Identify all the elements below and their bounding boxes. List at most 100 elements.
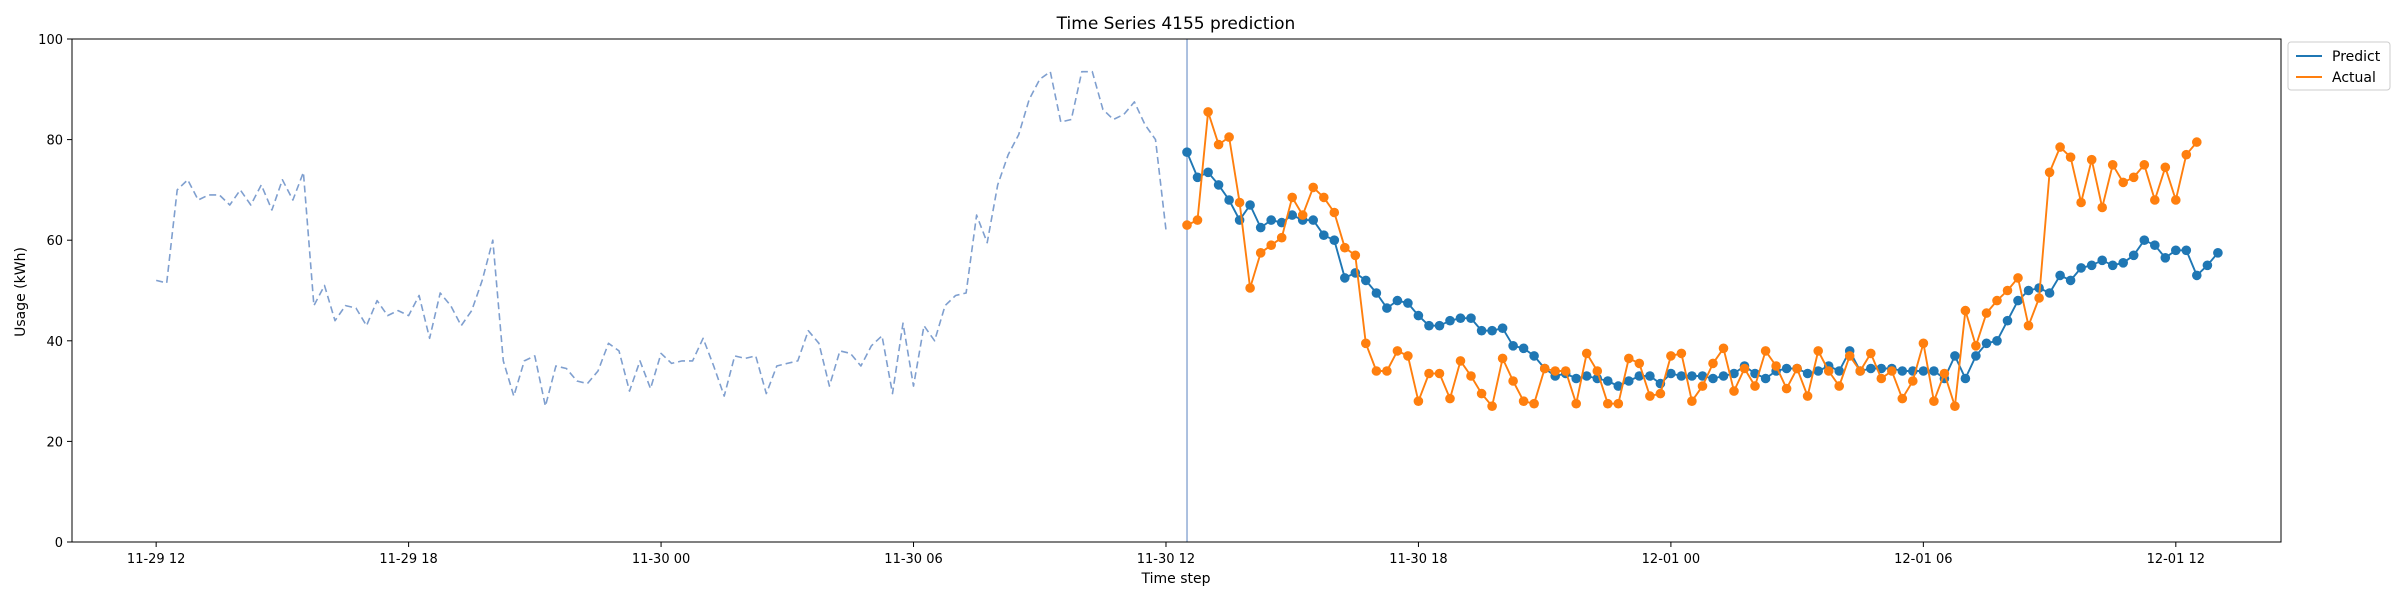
actual-point <box>1571 398 1581 409</box>
actual-point <box>2086 154 2097 165</box>
actual-point <box>2002 285 2013 296</box>
actual-line <box>1186 110 2198 408</box>
predict-point <box>1445 315 1455 326</box>
predict-point <box>2044 288 2055 298</box>
predict-point <box>1266 215 1276 225</box>
x-tick-label: 12-01 12 <box>2147 552 2205 567</box>
actual-point <box>1255 248 1266 258</box>
actual-point <box>1939 368 1950 379</box>
actual-point <box>1750 381 1760 391</box>
predict-point <box>1487 325 1497 336</box>
predict-point <box>1434 320 1445 331</box>
predict-point <box>1224 195 1234 205</box>
predict-point <box>1624 376 1634 386</box>
actual-point <box>1340 242 1350 253</box>
actual-point <box>1918 338 1929 349</box>
actual-point <box>2171 195 2181 205</box>
actual-point <box>1403 351 1413 361</box>
actual-point <box>2128 172 2139 183</box>
actual-point <box>1213 139 1224 150</box>
actual-point <box>1992 295 2002 306</box>
actual-point <box>1887 366 1897 376</box>
predict-line <box>1186 151 2219 388</box>
predict-point <box>1950 351 1960 361</box>
history-line <box>156 70 1167 407</box>
chart-title: Time Series 4155 prediction <box>1056 14 1296 34</box>
predict-point <box>1403 298 1413 308</box>
actual-point <box>2023 320 2034 331</box>
predict-point <box>1718 371 1729 381</box>
x-tick-label: 11-30 18 <box>1389 552 1447 567</box>
predict-point <box>1455 313 1466 324</box>
actual-point <box>1708 358 1718 369</box>
predict-point <box>2181 245 2192 256</box>
actual-point <box>1539 363 1550 374</box>
actual-point <box>1666 351 1676 361</box>
y-tick-label: 40 <box>46 335 63 350</box>
actual-point <box>1613 398 1624 409</box>
predict-point <box>1361 275 1371 286</box>
actual-point <box>1487 401 1497 412</box>
actual-point <box>1929 396 1939 407</box>
actual-point <box>1697 381 1708 391</box>
predict-point <box>1182 147 1192 157</box>
actual-point <box>1434 368 1445 379</box>
actual-point <box>1476 388 1487 399</box>
predict-point <box>1203 167 1213 178</box>
y-tick-label: 80 <box>46 134 63 149</box>
actual-point <box>1729 386 1739 396</box>
actual-point <box>1413 396 1424 407</box>
x-tick-label: 12-01 00 <box>1642 552 1700 567</box>
actual-point <box>1234 197 1245 208</box>
actual-point <box>1771 361 1781 371</box>
predict-point <box>2171 245 2181 256</box>
predict-point <box>1981 338 1992 349</box>
actual-point <box>1960 305 1971 316</box>
axes: 0 20 40 60 80 100 11-29 12 11-29 18 11-30 00 11-3… <box>38 33 2205 567</box>
actual-point <box>1529 398 1539 409</box>
plot-frame <box>71 38 2282 543</box>
predict-point <box>2013 295 2023 306</box>
predict-point <box>2055 270 2065 281</box>
predict-point <box>1929 366 1939 376</box>
actual-point <box>1382 366 1392 376</box>
predict-point <box>1382 303 1392 313</box>
actual-point <box>1876 373 1887 384</box>
actual-point <box>1550 366 1560 376</box>
predict-point <box>1255 222 1266 233</box>
actual-point <box>1760 346 1771 356</box>
predict-point <box>1571 373 1581 384</box>
predict-point <box>1676 371 1687 381</box>
actual-point <box>1445 393 1455 404</box>
predict-point <box>1213 180 1224 190</box>
predict-legend-label: Predict <box>2332 49 2381 65</box>
predict-point <box>1497 323 1508 334</box>
predict-point <box>1960 373 1971 384</box>
actual-point <box>1802 391 1813 401</box>
actual-point <box>1287 192 1297 203</box>
actual-point <box>2055 142 2065 152</box>
actual-point <box>2044 167 2055 178</box>
y-tick-label: 0 <box>55 536 63 551</box>
actual-point <box>1981 308 1992 318</box>
actual-point <box>1844 351 1855 361</box>
predict-point <box>1781 363 1792 374</box>
actual-point <box>1466 371 1476 381</box>
actual-point <box>1508 376 1518 386</box>
x-tick-label: 11-29 18 <box>379 552 437 567</box>
predict-point <box>2023 285 2034 296</box>
actual-point <box>1792 363 1802 374</box>
predict-point <box>1329 235 1340 245</box>
predict-point <box>1518 343 1529 354</box>
predict-point <box>2128 250 2139 261</box>
predict-point <box>2086 260 2097 271</box>
actual-point <box>1297 210 1308 220</box>
actual-point <box>2076 197 2086 208</box>
actual-point <box>2150 195 2160 205</box>
actual-point <box>2192 137 2202 147</box>
actual-point <box>2139 160 2150 170</box>
predict-point <box>1918 366 1929 376</box>
predict-point <box>1340 273 1350 283</box>
